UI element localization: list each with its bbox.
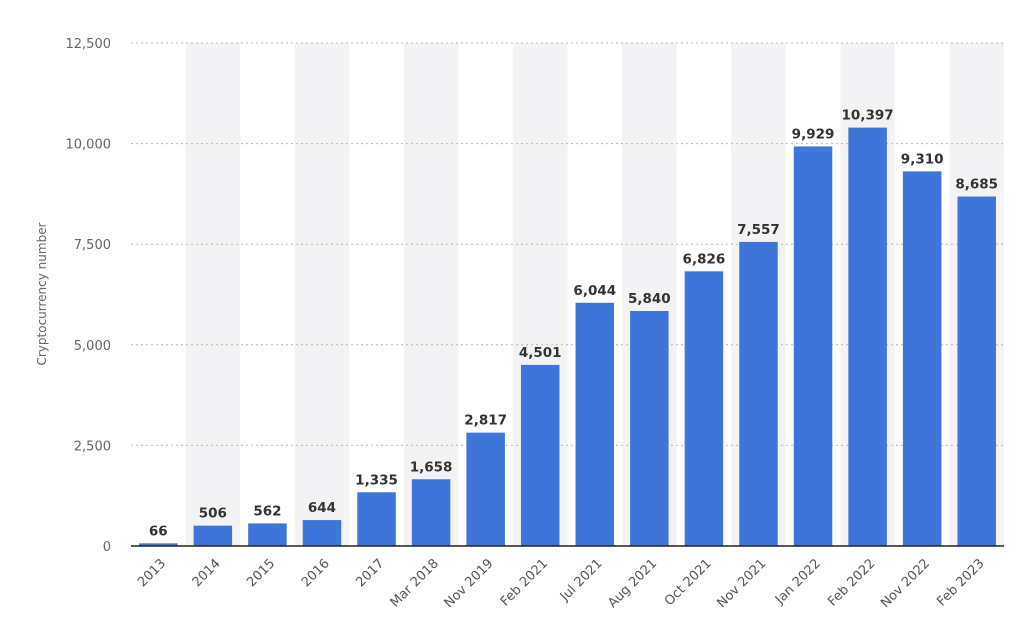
bar-value-label: 6,044	[573, 283, 616, 299]
bar[interactable]	[575, 302, 615, 546]
bar-value-label: 1,658	[410, 459, 453, 475]
x-tick-label: Feb 2022	[825, 556, 878, 609]
x-tick-label: Aug 2021	[605, 556, 660, 611]
x-tick-label: Nov 2021	[714, 556, 769, 611]
column-band	[294, 43, 350, 546]
bar[interactable]	[902, 171, 942, 546]
bar[interactable]	[793, 146, 833, 547]
x-tick-label: Nov 2022	[878, 556, 933, 611]
bar[interactable]	[520, 364, 560, 546]
gridlines	[131, 42, 1004, 446]
x-tick-label: Mar 2018	[388, 556, 442, 610]
bar-value-label: 66	[149, 523, 168, 539]
x-tick-label: Feb 2023	[934, 556, 987, 609]
bar-value-labels: 66 506 562 644 1,335 1,658 2,817 4,501 6,044 5,84…	[149, 108, 998, 540]
y-tick-label: 5,000	[74, 339, 111, 354]
bar[interactable]	[193, 525, 233, 546]
bar[interactable]	[411, 479, 451, 546]
x-tick-label: 2016	[299, 556, 333, 590]
bar[interactable]	[302, 520, 342, 546]
x-tick-label: Jan 2022	[772, 556, 824, 608]
bar-value-label: 10,397	[842, 108, 894, 124]
y-tick-label: 0	[103, 540, 111, 555]
x-tick-label: 2014	[190, 556, 224, 590]
bar[interactable]	[248, 523, 287, 546]
bar-value-label: 6,826	[683, 251, 726, 267]
y-tick-label: 7,500	[74, 238, 111, 253]
bar[interactable]	[739, 241, 778, 547]
x-tick-label: Jul 2021	[557, 556, 606, 605]
bar[interactable]	[466, 432, 505, 546]
bar[interactable]	[848, 127, 887, 546]
bar-value-label: 4,501	[519, 345, 562, 361]
bar[interactable]	[139, 543, 178, 546]
column-band	[185, 43, 241, 546]
bar-value-label: 8,685	[955, 177, 998, 193]
x-tick-label: 2013	[135, 556, 169, 590]
bar-value-label: 506	[199, 506, 227, 522]
y-tick-label: 10,000	[66, 138, 112, 153]
bar-value-label: 562	[253, 503, 281, 519]
y-tick-label: 12,500	[66, 37, 112, 52]
x-tick-label: Feb 2021	[498, 556, 551, 609]
bar-value-label: 1,335	[355, 472, 398, 488]
x-tick-label: 2017	[353, 556, 387, 590]
bar-value-label: 9,929	[792, 126, 835, 142]
bar-value-label: 2,817	[464, 413, 507, 429]
y-axis-label: Cryptocurrency number	[35, 222, 49, 365]
y-axis-ticks: 0 2,500 5,000 7,500 10,000 12,500	[66, 37, 112, 555]
bar[interactable]	[630, 310, 669, 546]
bar-value-label: 644	[308, 500, 336, 516]
bars	[139, 127, 996, 547]
y-tick-label: 2,500	[74, 439, 111, 454]
x-tick-label: Oct 2021	[662, 556, 715, 609]
x-tick-label: 2015	[244, 556, 278, 590]
x-axis-ticks: 2013 2014 2015 2016 2017 Mar 2018 Nov 2019 Feb …	[135, 556, 987, 611]
bar[interactable]	[957, 196, 996, 546]
x-tick-label: Nov 2019	[442, 556, 497, 611]
bar-value-label: 9,310	[901, 151, 944, 167]
bar[interactable]	[357, 492, 396, 546]
bar-value-label: 7,557	[737, 222, 780, 238]
column-band	[403, 43, 459, 546]
bar[interactable]	[684, 271, 724, 546]
bar-value-label: 5,840	[628, 291, 671, 307]
